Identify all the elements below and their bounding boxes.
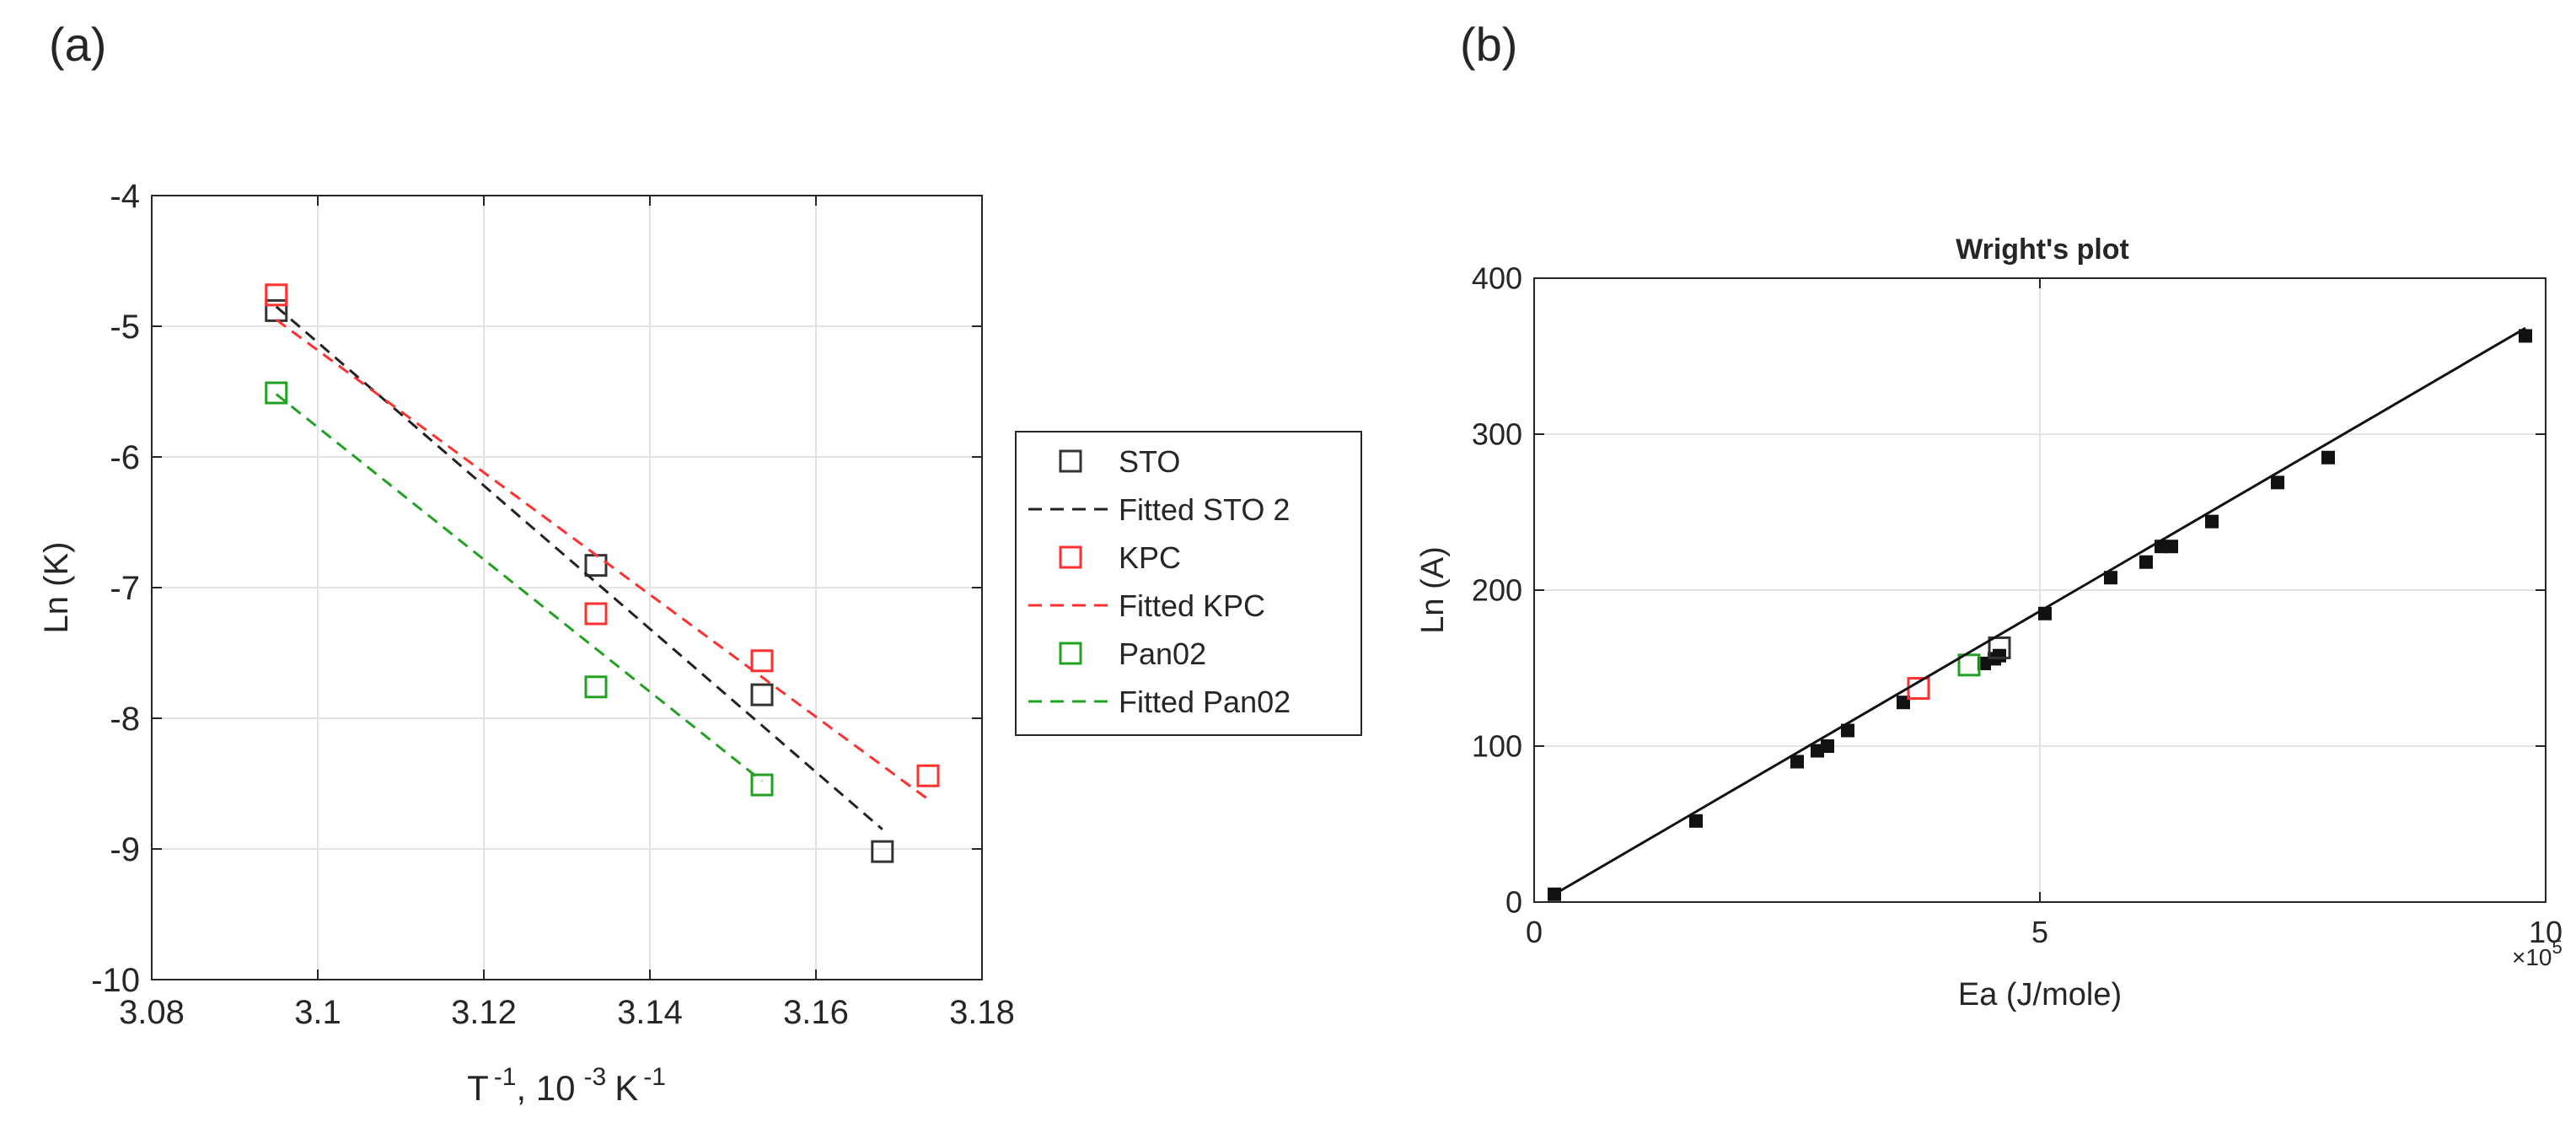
panel-b-title: Wright's plot [1956, 234, 2129, 266]
a-x-tick-label: 3.12 [451, 994, 517, 1031]
a-kpc-point [750, 649, 774, 673]
a-y-tick-label: -5 [110, 309, 140, 346]
a-sto-point [265, 298, 288, 322]
b-x-tick-label: 5 [2031, 915, 2048, 949]
a-y-tick-label: -4 [110, 178, 140, 215]
a-fitted-kpc-line [275, 319, 929, 801]
b-data-point [1821, 739, 1834, 753]
a-x-tick-label: 3.18 [949, 994, 1015, 1031]
x-label-mid: , 10 [516, 1068, 575, 1108]
panel-b-x-scale-label: ×105 [2512, 937, 2563, 970]
panel-b-series [1548, 326, 2532, 901]
b-sto-point [1988, 636, 2011, 659]
x-label-sup3: -1 [643, 1063, 666, 1091]
panel-b-y-axis-label: Ln (A) [1415, 546, 1451, 633]
a-y-tick-label: -9 [110, 831, 140, 868]
a-fitted-pan02-line [275, 393, 763, 782]
legend-label-fitted-pan02: Fitted Pan02 [1119, 685, 1291, 719]
a-pan02-point [584, 675, 608, 699]
b-data-point [2519, 329, 2532, 343]
legend-label-fitted-sto-2: Fitted STO 2 [1119, 492, 1290, 527]
a-sto-point [871, 840, 894, 863]
a-pan02-point [750, 773, 774, 797]
a-fitted-sto-2-line [275, 305, 883, 830]
b-data-point [2104, 571, 2117, 585]
b-y-tick-label: 300 [1472, 417, 1522, 452]
x-label-sup2: -3 [584, 1063, 607, 1091]
legend-label-sto: STO [1119, 444, 1180, 479]
a-y-tick-label: -10 [91, 962, 140, 999]
a-kpc-point [265, 283, 288, 307]
a-x-tick-label: 3.16 [783, 994, 849, 1031]
b-x-tick-label: 10 [2529, 915, 2563, 949]
x-scale-exp: 5 [2552, 937, 2563, 958]
b-data-point [2205, 514, 2219, 529]
a-x-tick-label: 3.1 [294, 994, 341, 1031]
b-data-point [1790, 755, 1804, 769]
a-x-tick-label: 3.14 [617, 994, 683, 1031]
panel-a-grid [151, 195, 983, 980]
panel-b-x-axis-label: Ea (J/mole) [1958, 977, 2122, 1013]
legend-label-pan02: Pan02 [1119, 637, 1206, 671]
panel-b-label: (b) [1460, 18, 1517, 71]
a-kpc-point [584, 602, 608, 626]
b-pan02-point [1957, 653, 1981, 677]
b-y-tick-label: 400 [1472, 261, 1522, 296]
legend-label-kpc: KPC [1119, 540, 1181, 575]
a-y-tick-label: -7 [110, 570, 140, 607]
b-y-tick-label: 0 [1505, 885, 1522, 920]
b-data-point [1993, 648, 2006, 663]
panel-a-ticks: 3.08 3.1 3.12 3.14 3.16 3.18 -10 -9 -8 -7 -6 -5 -4 [91, 178, 1015, 1031]
b-y-tick-label: 200 [1472, 573, 1522, 608]
b-data-point [1897, 696, 1910, 710]
a-kpc-point [916, 764, 940, 787]
panel-a-chart: (a) 3.08 3.1 3.12 3.14 3.16 3.18 -10 -9 -8 -7 -6 -5… [38, 18, 1015, 1108]
b-data-point [1689, 814, 1703, 828]
b-data-point [2321, 450, 2335, 465]
x-label-sup1: -1 [494, 1063, 517, 1091]
panel-a-legend: STO Fitted STO 2 KPC Fitted KPC Pan02 Fitted … [1015, 431, 1362, 736]
b-data-point [2139, 555, 2153, 569]
b-fit-line [1554, 326, 2526, 896]
legend-items: STO Fitted STO 2 KPC Fitted KPC Pan02 Fitted … [1028, 444, 1291, 719]
panel-a-label: (a) [49, 18, 106, 71]
b-y-tick-label: 100 [1472, 729, 1522, 764]
b-data-point [1841, 723, 1854, 738]
legend-marker-pan02 [1059, 642, 1082, 665]
panel-b-grid [1533, 277, 2546, 903]
panel-a-x-axis-label: T -1, 10 -3 K -1 [467, 1063, 666, 1108]
a-sto-point [750, 683, 774, 706]
x-scale-base: ×10 [2512, 944, 2552, 970]
a-pan02-point [265, 381, 288, 405]
legend-box [1015, 431, 1362, 736]
b-data-point [2271, 475, 2284, 490]
panel-a-y-axis-label: Ln (K) [38, 542, 75, 634]
panel-a-series [265, 283, 940, 863]
a-sto-point [584, 554, 608, 577]
a-x-tick-label: 3.08 [119, 994, 185, 1031]
legend-marker-sto [1059, 449, 1082, 473]
a-y-tick-label: -8 [110, 701, 140, 738]
b-data-point [2165, 540, 2178, 554]
x-label-base: T [467, 1068, 489, 1108]
b-x-tick-label: 0 [1526, 915, 1543, 949]
legend-label-fitted-kpc: Fitted KPC [1119, 588, 1265, 623]
x-label-unit: K [614, 1068, 638, 1108]
a-y-tick-label: -6 [110, 439, 140, 476]
legend-marker-kpc [1059, 545, 1082, 569]
